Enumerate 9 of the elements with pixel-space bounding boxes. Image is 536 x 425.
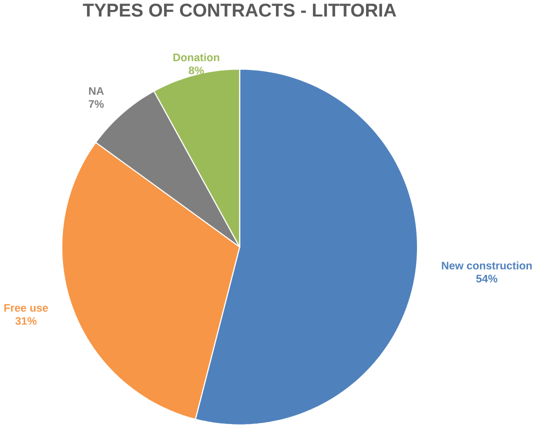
data-label: 7% bbox=[88, 100, 104, 108]
slice-label: New construction bbox=[442, 261, 532, 270]
slice-label: Free use bbox=[4, 304, 48, 312]
chart-title: TYPES OF CONTRACTS - LITTORIA bbox=[82, 3, 396, 17]
data-label: 8% bbox=[188, 66, 204, 74]
slice-label: NA bbox=[89, 87, 104, 95]
data-label: 31% bbox=[15, 316, 37, 325]
slice-label: Donation bbox=[173, 53, 220, 62]
data-label: 54% bbox=[476, 274, 498, 282]
